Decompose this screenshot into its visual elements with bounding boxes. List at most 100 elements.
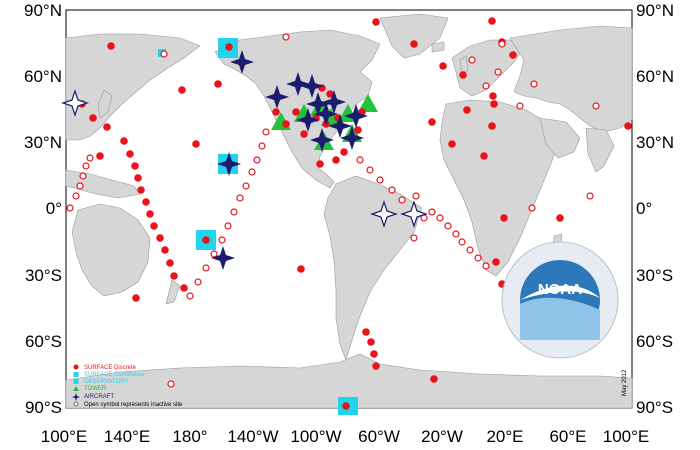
aircraft-site [340, 126, 364, 150]
discrete-site [142, 198, 150, 206]
lat-labels-left: 90°N 60°N 30°N 0° 30°S 60°S 90°S [24, 1, 62, 417]
inactive-layer [66, 33, 600, 388]
inactive-site [366, 166, 374, 174]
aircraft-site [314, 102, 338, 126]
inactive-site [528, 204, 536, 212]
inactive-site [236, 194, 244, 202]
inactive-site [466, 246, 474, 254]
japan [97, 89, 113, 119]
lat-label: 90°S [25, 398, 62, 417]
discrete-site [556, 214, 564, 222]
discrete-site [372, 18, 380, 26]
discrete-site [170, 272, 178, 280]
inactive-site [242, 182, 250, 190]
discrete-site [292, 108, 300, 116]
inactive-site [282, 33, 290, 41]
discrete-site [214, 80, 222, 88]
discrete-site [509, 51, 517, 59]
discrete-site [103, 123, 111, 131]
tower-marker [358, 94, 378, 112]
inactive-site [398, 196, 406, 204]
lon-label: 140°W [227, 427, 278, 446]
inactive-site [468, 56, 476, 64]
discrete-site [137, 186, 145, 194]
discrete-site [166, 259, 174, 267]
inactive-site [86, 154, 94, 162]
discrete-site [316, 160, 324, 168]
lat-label: 90°N [24, 1, 62, 20]
lon-label: 180° [172, 427, 207, 446]
inactive-site [482, 82, 490, 90]
aircraft-site [400, 200, 428, 228]
arabia [539, 117, 581, 159]
legend-discrete-icon [73, 364, 79, 370]
lon-label: 60°W [358, 427, 400, 446]
discrete-site [354, 126, 362, 134]
discrete-site [180, 284, 188, 292]
discrete-site [89, 114, 97, 122]
inactive-site [194, 278, 202, 286]
inactive-site [160, 50, 168, 58]
noaa-logo: NOAA [501, 241, 619, 359]
inactive-site [498, 40, 506, 48]
inactive-site [230, 208, 238, 216]
discrete-site [410, 40, 418, 48]
inactive-site [452, 230, 460, 238]
discrete-site [500, 214, 508, 222]
lat-label: 30°S [25, 266, 62, 285]
aircraft-site [286, 72, 310, 96]
aircraft-site [322, 90, 346, 114]
inactive-site [444, 222, 452, 230]
discrete-site [492, 258, 500, 266]
aircraft-site [265, 85, 289, 109]
discrete-site [362, 328, 370, 336]
legend-continuous-icon [73, 372, 79, 377]
discrete-site [459, 71, 467, 79]
legend-inactive-icon [73, 401, 79, 407]
lat-label: 60°S [636, 332, 673, 351]
discrete-site [489, 92, 497, 100]
inactive-site [258, 142, 266, 150]
discrete-site [96, 152, 104, 160]
discrete-site [134, 174, 142, 182]
lat-label: 0° [46, 199, 62, 218]
aircraft-site [217, 152, 241, 176]
uk [459, 55, 469, 75]
lat-label: 60°S [25, 332, 62, 351]
india [585, 127, 615, 173]
lat-label: 60°N [24, 67, 62, 86]
lon-labels: 100°E 140°E 180° 140°W 100°W 60°W 20°W 2… [41, 427, 650, 446]
legend-label: SURFACE Continuous [84, 372, 144, 378]
inactive-site [356, 156, 364, 164]
discrete-site [624, 122, 632, 130]
inactive-site [376, 176, 384, 184]
discrete-site [131, 162, 139, 170]
inactive-site [530, 80, 538, 88]
logo-wave [520, 297, 600, 340]
discrete-site [332, 156, 340, 164]
discrete-site [156, 234, 164, 242]
aircraft-site [61, 89, 89, 117]
inactive-site [516, 102, 524, 110]
lon-label: 60°E [549, 427, 586, 446]
inactive-site [474, 254, 482, 262]
legend-observatory-icon [73, 379, 79, 384]
lon-label: 20°W [421, 427, 463, 446]
inactive-site [262, 128, 270, 136]
discrete-site [126, 150, 134, 158]
inactive-site [410, 234, 418, 242]
discrete-site [161, 246, 169, 254]
discrete-site [463, 106, 471, 114]
inactive-site [202, 264, 210, 272]
inactive-site [412, 192, 420, 200]
discrete-site [297, 265, 305, 273]
inactive-site [218, 236, 226, 244]
discrete-site [370, 350, 378, 358]
inactive-site [224, 222, 232, 230]
aircraft-site [370, 200, 398, 228]
discrete-site [430, 375, 438, 383]
discrete-site [178, 86, 186, 94]
discrete-site [272, 108, 280, 116]
discrete-site [225, 43, 233, 51]
